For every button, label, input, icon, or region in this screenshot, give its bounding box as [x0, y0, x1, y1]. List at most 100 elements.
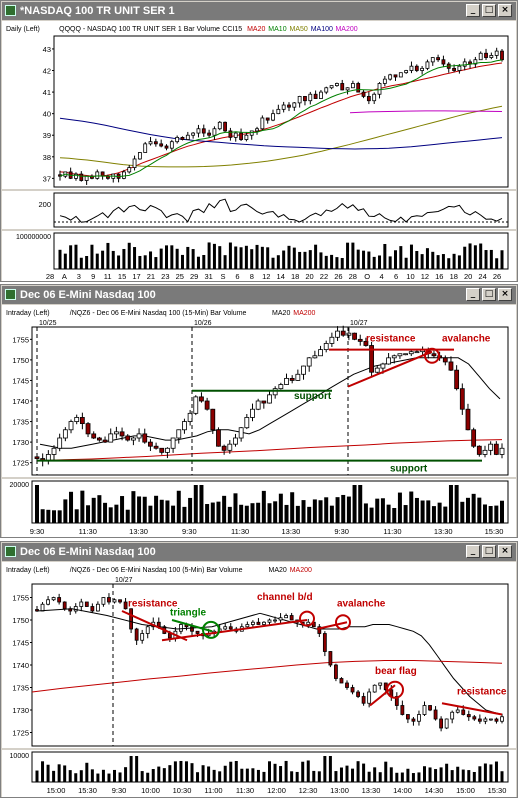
price-bar-body: [391, 355, 397, 359]
price-bar-body: [260, 117, 265, 130]
x-axis-label: 12:00: [267, 786, 286, 795]
x-axis-label: 9:30: [112, 786, 127, 795]
volume-bar: [127, 242, 131, 269]
price-bar-body: [265, 117, 270, 121]
volume-bar: [388, 256, 392, 269]
price-bar-body: [466, 714, 471, 718]
close-button[interactable]: ×: [498, 288, 512, 301]
volume-bar: [420, 254, 424, 269]
x-axis-label: 22: [320, 272, 328, 281]
x-axis-label: 10:30: [173, 786, 192, 795]
price-bar-body: [439, 718, 444, 729]
y-tick-label: 1755: [12, 335, 29, 344]
price-pane[interactable]: Intraday (Left) /NQZ6 - Dec 06 E-Mini Nas…: [2, 305, 516, 477]
volume-pane[interactable]: 20000 9:30 11:30 13:30 9:30 11:30 13:30 9:30 11:…: [2, 479, 516, 537]
price-bar-body: [312, 355, 318, 359]
price-bar-body: [369, 345, 374, 373]
price-bar-body: [113, 431, 119, 435]
volume-bar: [423, 766, 426, 782]
maximize-button[interactable]: □: [482, 4, 496, 17]
window-title: *NASDAQ 100 TR UNIT SER 1: [20, 5, 175, 17]
volume-pane[interactable]: 100000000 28 A 3 9 11 15 17 21 23 25 29 31 S 6 8 12 14 18 2…: [2, 231, 516, 281]
price-bar-body: [145, 626, 150, 634]
volume-bar: [352, 485, 357, 523]
volume-bar: [117, 255, 121, 269]
ma-line-ma20: [259, 612, 503, 715]
volume-bar: [260, 246, 264, 269]
x-axis-label: 11:00: [204, 786, 222, 795]
volume-scale-label: 10000: [10, 753, 30, 760]
avalanche-line: [316, 621, 348, 630]
volume-pane[interactable]: 10000 15:00 15:30 9:30 10:00 10:30 11:00 11:30 1…: [2, 750, 516, 797]
volume-bar: [295, 505, 300, 523]
volume-bar: [471, 493, 476, 523]
bear-flag-circle: [386, 680, 404, 699]
daily-chart-window: *NASDAQ 100 TR UNIT SER 1 _ □ × Daily (L…: [0, 0, 518, 282]
volume-bar: [367, 771, 371, 782]
volume-bar: [196, 256, 200, 269]
x-axis-label: 9:30: [30, 527, 45, 536]
chart-window-icon: [5, 289, 16, 300]
volume-bar: [175, 248, 179, 269]
title-bar[interactable]: Dec 06 E-Mini Nasdaq 100 _ □ ×: [2, 543, 516, 561]
price-bar-body: [233, 437, 238, 445]
volume-bar: [74, 773, 78, 782]
title-bar[interactable]: Dec 06 E-Mini Nasdaq 100 _ □ ×: [2, 286, 516, 304]
window-title: Dec 06 E-Mini Nasdaq 100: [20, 546, 156, 558]
volume-bar: [52, 510, 57, 523]
close-button[interactable]: ×: [498, 545, 512, 558]
price-bar-body: [436, 57, 440, 61]
price-bar-body: [334, 664, 338, 679]
minimize-button[interactable]: _: [466, 288, 480, 301]
x-axis-label: 11:30: [231, 527, 249, 536]
volume-bar: [239, 504, 244, 523]
price-bar-body: [411, 718, 416, 722]
volume-bar: [188, 497, 193, 523]
volume-bar: [414, 497, 419, 523]
maximize-button[interactable]: □: [482, 545, 496, 558]
volume-bar: [46, 509, 51, 523]
price-bar-body: [414, 65, 419, 71]
price-bar-body: [363, 340, 369, 346]
price-bar-body: [339, 678, 344, 684]
price-bar-body: [216, 429, 221, 447]
price-bar-body: [175, 136, 180, 143]
resistance-annotation: resistance: [128, 599, 178, 610]
price-pane[interactable]: Daily (Left) QQQQ - NASDAQ 100 TR UNIT SE…: [2, 21, 516, 189]
price-bar-body: [79, 601, 84, 607]
price-pane[interactable]: Intraday (Left) /NQZ6 - Dec 06 E-Mini Nas…: [2, 562, 516, 748]
maximize-button[interactable]: □: [482, 288, 496, 301]
volume-bar: [103, 502, 108, 523]
price-bar-body: [420, 67, 425, 71]
price-bar-body: [238, 427, 244, 439]
volume-bar: [199, 485, 204, 523]
volume-bar: [157, 766, 161, 782]
volume-bar: [154, 257, 158, 269]
price-bar-body: [159, 447, 165, 453]
volume-scale-label: 100000000: [16, 234, 51, 241]
volume-bar: [227, 506, 232, 523]
price-bar-body: [153, 445, 159, 449]
cci-pane[interactable]: 200: [2, 191, 516, 229]
price-bar-body: [57, 437, 63, 449]
volume-bar: [437, 502, 442, 523]
x-axis-label: 28: [46, 272, 54, 281]
volume-bar: [218, 771, 222, 782]
volume-bar: [85, 762, 89, 782]
x-axis-label: 25: [176, 272, 184, 281]
volume-bar: [478, 766, 482, 782]
close-button[interactable]: ×: [498, 4, 512, 17]
price-bar-body: [255, 128, 259, 132]
price-bar-body: [148, 141, 153, 145]
price-bar-body: [204, 400, 210, 410]
title-bar[interactable]: *NASDAQ 100 TR UNIT SER 1 _ □ ×: [2, 2, 516, 20]
volume-bar: [330, 254, 334, 269]
volume-bar: [58, 249, 62, 269]
price-bar-body: [484, 52, 488, 58]
price-bar-body: [271, 113, 275, 121]
minimize-button[interactable]: _: [466, 4, 480, 17]
volume-bar: [96, 773, 100, 782]
minimize-button[interactable]: _: [466, 545, 480, 558]
volume-bar: [400, 772, 404, 782]
volume-bar: [79, 257, 83, 269]
